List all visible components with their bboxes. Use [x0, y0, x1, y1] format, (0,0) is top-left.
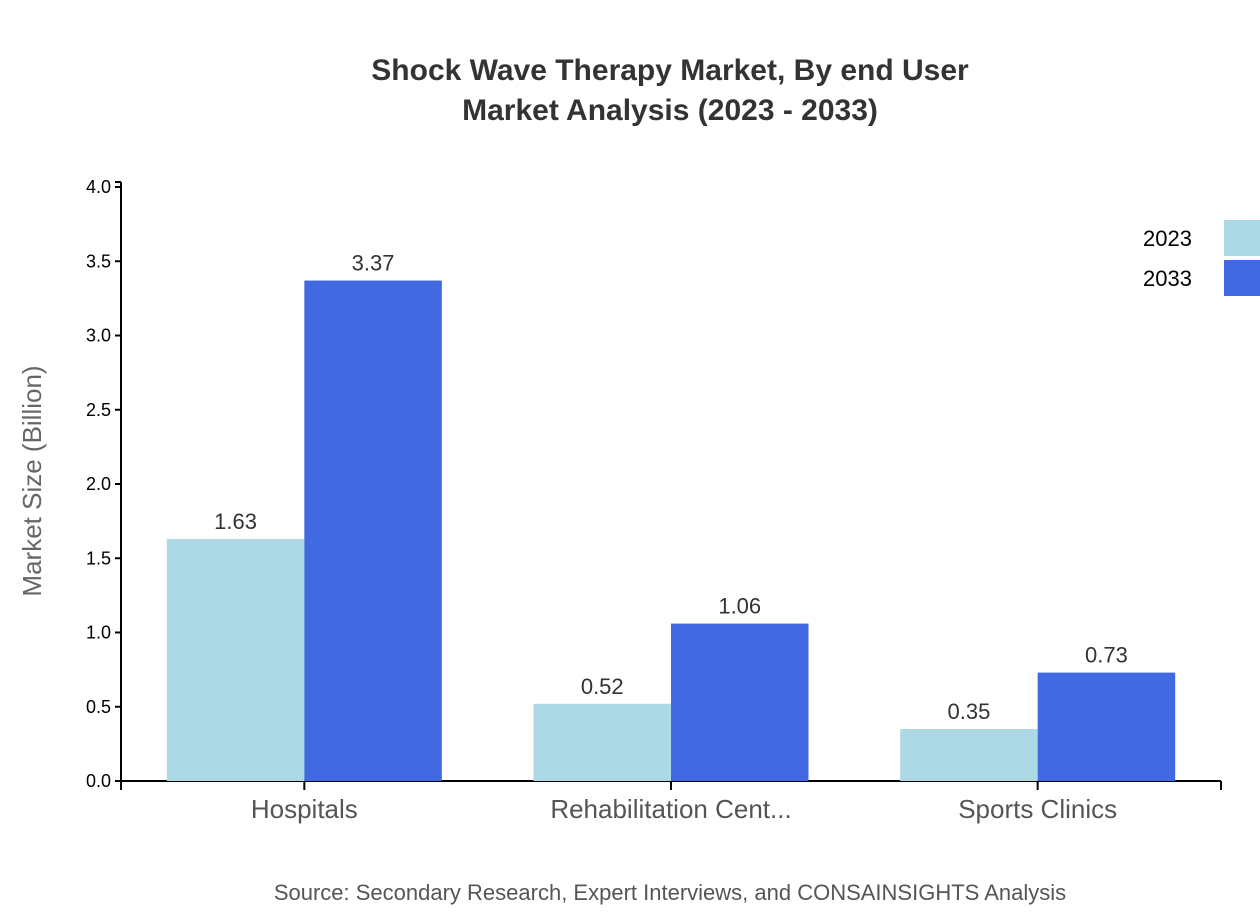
data-label: 0.73: [1085, 643, 1128, 668]
chart-subtitle: Market Analysis (2023 - 2033): [462, 94, 878, 127]
y-axis-label: Market Size (Billion): [17, 365, 47, 596]
x-tick-label: Hospitals: [251, 794, 358, 824]
source-note: Source: Secondary Research, Expert Inter…: [274, 880, 1066, 905]
bar-2033-2: [1037, 672, 1176, 781]
bar-2023-1: [533, 703, 671, 781]
y-tick-label: 1.0: [86, 623, 111, 643]
y-tick-label: 3.0: [86, 326, 111, 346]
data-label: 3.37: [352, 251, 395, 276]
data-label: 1.06: [718, 594, 761, 619]
data-label: 1.63: [214, 509, 257, 534]
y-tick-label: 3.5: [86, 251, 111, 271]
data-label: 0.35: [948, 699, 991, 724]
data-label: 0.52: [581, 674, 624, 699]
y-tick-label: 4.0: [86, 177, 111, 197]
y-tick-label: 2.0: [86, 474, 111, 494]
bar-2023-0: [166, 538, 305, 781]
bar-2033-0: [304, 280, 442, 781]
y-tick-label: 2.5: [86, 400, 111, 420]
legend-label: 2033: [1143, 266, 1192, 291]
y-tick-label: 0.5: [86, 697, 111, 717]
y-tick-label: 0.0: [86, 771, 111, 791]
x-tick-label: Rehabilitation Cent...: [550, 794, 791, 824]
legend-label: 2023: [1143, 226, 1192, 251]
bar-2033-1: [671, 623, 809, 781]
y-tick-label: 1.5: [86, 548, 111, 568]
bar-2023-2: [900, 729, 1038, 781]
legend-swatch-2033: [1224, 260, 1260, 296]
legend-swatch-2023: [1224, 220, 1260, 256]
chart-title: Shock Wave Therapy Market, By end User: [371, 54, 969, 87]
x-tick-label: Sports Clinics: [958, 794, 1117, 824]
